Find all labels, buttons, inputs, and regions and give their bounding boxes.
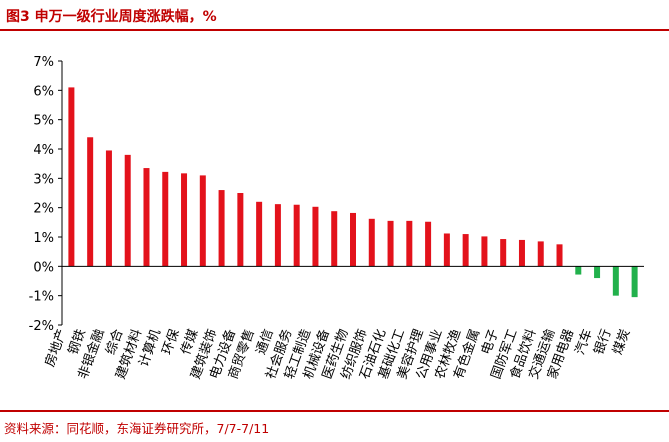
y-tick-label: 4% <box>33 143 54 158</box>
bar <box>612 266 619 296</box>
top-rule <box>0 29 669 31</box>
y-tick-label: 0% <box>33 260 54 275</box>
bar <box>575 266 582 275</box>
bar <box>293 204 300 267</box>
y-tick-label: 1% <box>33 231 54 246</box>
x-tick-label: 煤炭 <box>610 327 633 357</box>
bar <box>481 236 488 267</box>
bar <box>181 173 188 267</box>
bar <box>256 201 263 267</box>
bar <box>406 220 413 267</box>
figure-title: 图3 申万一级行业周度涨跌幅，% <box>6 9 217 25</box>
bar <box>68 87 75 267</box>
bar <box>462 234 469 267</box>
bar <box>124 154 131 267</box>
y-tick-label: -2% <box>29 319 54 334</box>
bar-chart: -2% -1% 0% 1% 2% 3% 4% 5% 6% 7% 房地产钢铁非银金融综合建筑材料计算… <box>29 55 644 381</box>
bar <box>500 239 507 267</box>
bottom-rule <box>0 410 669 412</box>
bar <box>199 175 206 267</box>
y-tick-label: 3% <box>33 172 54 187</box>
bar <box>594 266 601 279</box>
y-tick-label: 7% <box>33 55 54 70</box>
y-tick-label: 6% <box>33 84 54 99</box>
bar <box>105 150 112 267</box>
y-tick-label: -1% <box>29 290 54 305</box>
x-tick-labels: 房地产钢铁非银金融综合建筑材料计算机环保传媒建筑装饰电力设备商贸零售通信社会服务… <box>42 327 634 381</box>
bar <box>237 193 244 267</box>
bar <box>331 211 338 267</box>
bar <box>87 137 94 267</box>
bar <box>631 266 638 298</box>
y-tick-label: 2% <box>33 202 54 217</box>
bar <box>443 233 450 267</box>
bar <box>350 212 356 267</box>
bar <box>387 220 394 267</box>
bar <box>425 221 432 267</box>
bar <box>312 206 319 267</box>
source-note: 资料来源：同花顺，东海证券研究所，7/7-7/11 <box>4 421 270 436</box>
figure-header: 图3 申万一级行业周度涨跌幅，% <box>0 0 669 30</box>
bar <box>537 241 544 267</box>
y-axis: -2% -1% 0% 1% 2% 3% 4% 5% 6% 7% <box>29 55 63 334</box>
bars <box>68 87 638 298</box>
bar <box>556 244 563 267</box>
y-tick-label: 5% <box>33 114 54 129</box>
bar <box>162 171 169 267</box>
bar <box>143 168 150 267</box>
bar <box>274 204 281 267</box>
bar <box>518 239 525 267</box>
bar <box>368 218 375 267</box>
bar <box>218 190 225 267</box>
